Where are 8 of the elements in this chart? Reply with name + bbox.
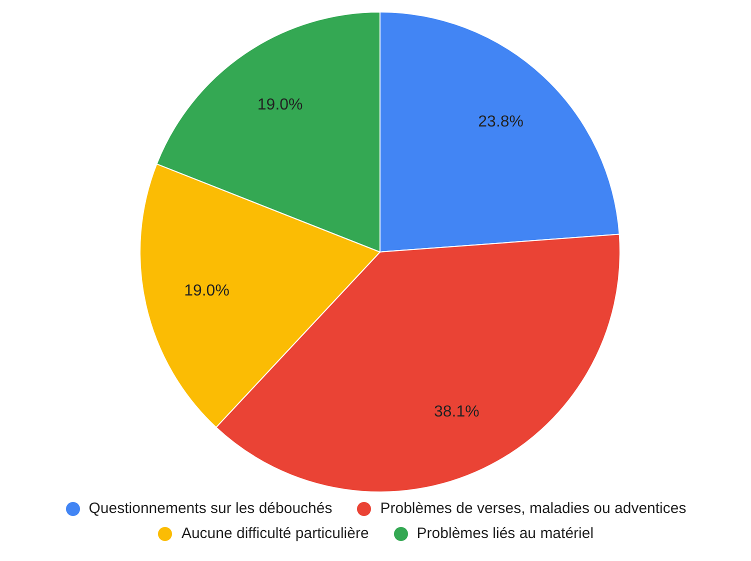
legend-label: Questionnements sur les débouchés — [88, 500, 332, 517]
legend-label: Problèmes liés au matériel — [416, 525, 594, 542]
data-label: 19.0% — [184, 282, 230, 300]
data-label: 23.8% — [478, 113, 524, 130]
data-label: 19.0% — [257, 96, 303, 114]
legend-label: Problèmes de verses, maladies ou adventices — [380, 500, 686, 517]
legend-label: Aucune difficulté particulière — [181, 525, 369, 542]
data-label: 38.1% — [434, 404, 480, 421]
